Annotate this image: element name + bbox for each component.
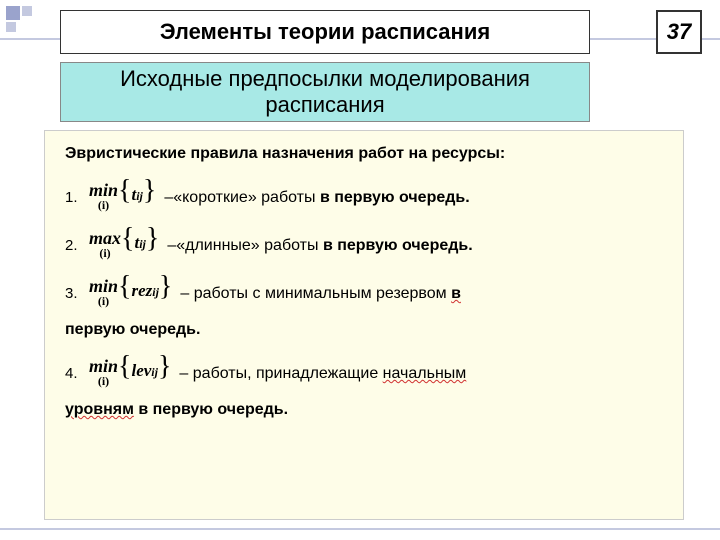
rule-item: 3.min(i){rezij} – работы с минимальным ре… [65,277,663,307]
rule-formula: min(i){rezij} [89,277,172,307]
rule-number: 4. [65,357,89,382]
subheader-bar: Исходные предпосылки моделирования распи… [60,62,590,122]
deco-square [22,6,32,16]
rule-description: –«короткие» работы в первую очередь. [164,181,663,207]
side-decoration [0,0,40,540]
content-box: Эвристические правила назначения работ н… [44,130,684,520]
page-number-box: 37 [656,10,702,54]
rule-number: 2. [65,229,89,254]
rule-item: 1.min(i){tij} –«короткие» работы в первую… [65,181,663,211]
intro-text: Эвристические правила назначения работ н… [65,145,663,163]
rule-formula: min(i){levij} [89,357,171,387]
rule-description: –«длинные» работы в первую очередь. [167,229,663,255]
deco-line-bottom [0,528,720,530]
rule-continuation: первую очередь. [65,321,663,339]
rule-formula: max(i){tij} [89,229,159,259]
rule-formula: min(i){tij} [89,181,156,211]
rule-item: 4.min(i){levij} – работы, принадлежащие н… [65,357,663,387]
rule-description: – работы, принадлежащие начальным [179,357,663,383]
header-title: Элементы теории расписания [160,19,490,45]
rule-description: – работы с минимальным резервом в [180,277,663,303]
rule-item: 2.max(i){tij} –«длинные» работы в первую … [65,229,663,259]
rule-number: 1. [65,181,89,206]
page-number: 37 [667,19,691,45]
subheader-title: Исходные предпосылки моделирования распи… [61,66,589,119]
rule-number: 3. [65,277,89,302]
header-bar: Элементы теории расписания [60,10,590,54]
rule-continuation: уровням в первую очередь. [65,401,663,419]
rules-list: 1.min(i){tij} –«короткие» работы в первую… [65,181,663,419]
deco-square [6,6,20,20]
deco-square [6,22,16,32]
